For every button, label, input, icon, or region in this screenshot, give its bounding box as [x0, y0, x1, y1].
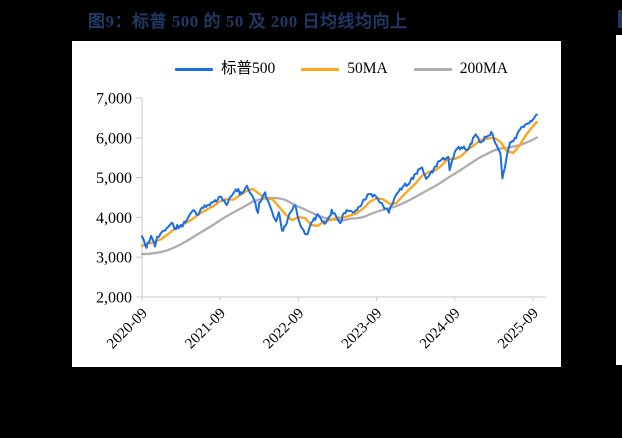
y-tick-label: 2,000: [96, 290, 132, 307]
y-tick-label: 5,000: [96, 170, 132, 187]
legend-label-sp500: 标普500: [221, 60, 276, 78]
ma200-line-swatch: [413, 67, 452, 71]
y-tick-label: 4,000: [96, 210, 132, 227]
x-tick-label: 2024-09: [417, 306, 464, 353]
chart-canvas: 2,000 3,000 4,000 5,000 6,000 7,000 2020-09 202…: [96, 91, 546, 353]
sp500-line: [141, 113, 538, 249]
sp500-line-swatch: [175, 67, 213, 71]
legend-item-200ma: 200MA: [413, 60, 508, 78]
y-tick-label: 7,000: [96, 91, 132, 108]
legend-item-sp500: 标普500: [175, 61, 275, 77]
x-tick-label: 2020-09: [104, 306, 151, 353]
adjacent-figure-fragment: [616, 35, 622, 365]
chart-legend: 标普500 50MA 200MA: [72, 58, 561, 80]
x-tick-label: 2025-09: [495, 306, 542, 353]
ma200-line: [140, 136, 539, 256]
x-tick-label: 2021-09: [182, 306, 229, 353]
legend-item-50ma: 50MA: [301, 60, 388, 78]
x-tick-label: 2022-09: [261, 306, 308, 353]
x-tick-label: 2023-09: [339, 306, 386, 353]
chart-panel: 标普500 50MA 200MA 2,000 3,000 4,000 5,000 6,0…: [72, 41, 561, 367]
ma50-line: [140, 120, 539, 247]
legend-label-200ma: 200MA: [459, 60, 508, 78]
figure-title: 图9：标普 500 的 50 及 200 日均线均向上: [88, 12, 408, 31]
y-tick-label: 6,000: [96, 130, 132, 147]
legend-label-50ma: 50MA: [347, 60, 388, 78]
ma50-line-swatch: [301, 67, 340, 71]
y-tick-label: 3,000: [96, 250, 132, 267]
adjacent-figure-title-fragment: [618, 10, 622, 28]
